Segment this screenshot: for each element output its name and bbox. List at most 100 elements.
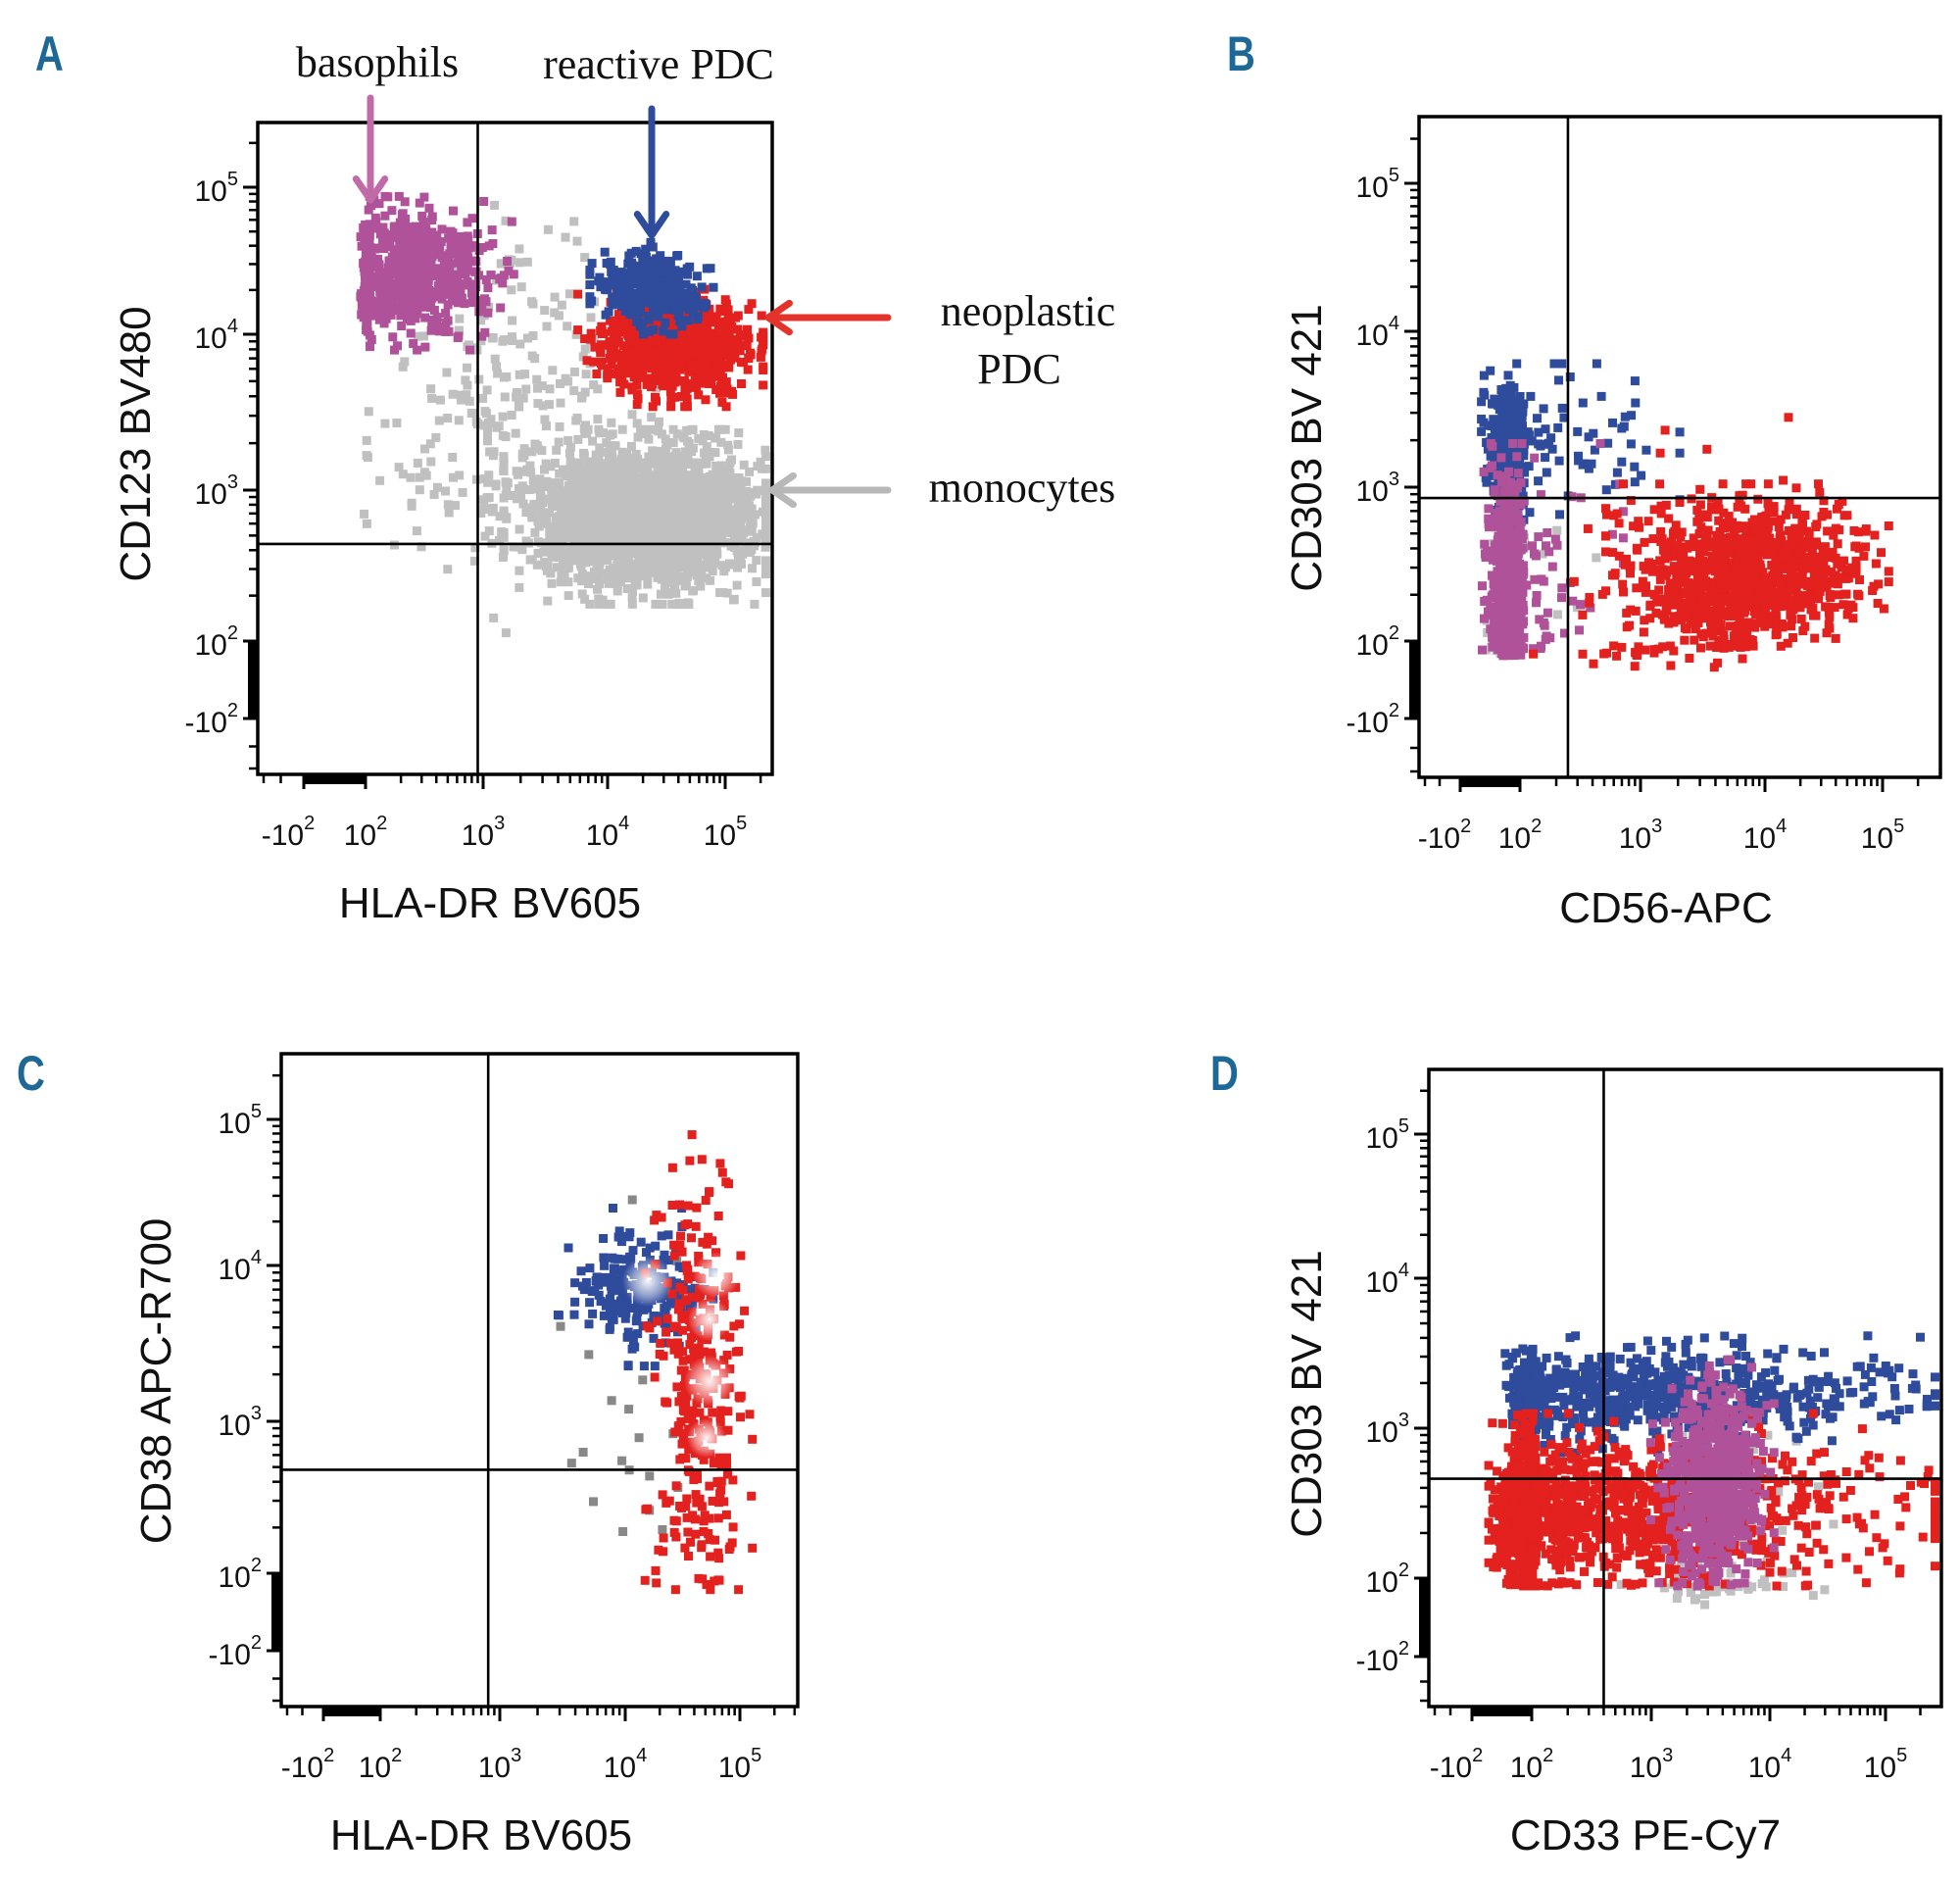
data-point-basophils xyxy=(359,223,368,232)
data-point-monocytes xyxy=(709,555,718,565)
data-point-reactive-pdc xyxy=(600,247,610,257)
data-point-monocytes xyxy=(658,540,666,550)
data-point-reactive-pdc xyxy=(644,289,654,299)
data-point-neoplastic-pdc xyxy=(733,324,743,334)
data-point-basophils xyxy=(363,239,372,249)
data-point-monocytes xyxy=(761,452,770,462)
data-point-basophils xyxy=(418,285,428,295)
data-point-basophils xyxy=(421,236,431,246)
data-point-reactive-pdc xyxy=(648,242,658,252)
data-point-basophils xyxy=(479,197,489,206)
data-point-reactive-pdc xyxy=(607,279,616,289)
data-point-monocytes xyxy=(600,488,610,498)
data-point-neoplastic-pdc xyxy=(677,330,687,340)
data-point-population-1 xyxy=(1675,448,1685,458)
data-point-neoplastic-pdc xyxy=(633,336,643,346)
data-point-basophils xyxy=(425,301,435,311)
data-point-monocytes xyxy=(716,461,726,471)
data-point-population-0 xyxy=(550,308,560,318)
data-point-monocytes xyxy=(723,445,733,455)
data-point-neoplastic-pdc xyxy=(726,355,735,365)
data-point-basophils xyxy=(407,223,416,232)
data-point-reactive-pdc xyxy=(673,311,683,321)
data-point-monocytes xyxy=(701,535,710,545)
data-point-monocytes xyxy=(701,514,710,523)
data-point-basophils xyxy=(373,304,383,314)
data-point-monocytes xyxy=(667,599,677,609)
data-point-monocytes xyxy=(650,538,660,547)
data-point-basophils xyxy=(441,326,451,336)
data-point-population-0 xyxy=(554,311,564,321)
data-point-population-0 xyxy=(655,417,663,426)
data-point-monocytes xyxy=(623,454,633,464)
data-point-basophils xyxy=(411,228,420,238)
data-point-basophils xyxy=(408,303,417,313)
data-point-monocytes xyxy=(702,459,711,469)
data-point-basophils xyxy=(467,214,477,223)
data-point-basophils xyxy=(436,237,446,247)
data-point-neoplastic-pdc xyxy=(694,390,704,400)
data-point-population-0 xyxy=(469,556,479,566)
data-point-neoplastic-pdc xyxy=(705,313,714,322)
data-point-basophils xyxy=(420,342,430,352)
data-point-basophils xyxy=(386,299,396,309)
data-point-basophils xyxy=(406,234,416,244)
data-point-neoplastic-pdc xyxy=(657,363,666,372)
data-point-population-0 xyxy=(569,386,579,396)
data-point-monocytes xyxy=(592,492,602,502)
data-point-basophils xyxy=(454,331,464,341)
data-point-monocytes xyxy=(761,536,770,546)
data-point-neoplastic-pdc xyxy=(617,371,627,380)
data-point-neoplastic-pdc xyxy=(586,328,596,338)
data-point-basophils xyxy=(376,268,386,277)
data-point-monocytes xyxy=(651,476,661,486)
data-point-monocytes xyxy=(661,529,669,539)
data-point-monocytes xyxy=(745,467,755,476)
data-point-monocytes xyxy=(546,569,556,578)
data-point-monocytes xyxy=(713,493,723,503)
data-point-monocytes xyxy=(612,570,622,580)
data-point-monocytes xyxy=(607,541,616,551)
data-point-basophils xyxy=(417,245,427,255)
data-point-monocytes xyxy=(703,503,712,513)
panel-letter-c: C xyxy=(17,1046,45,1101)
data-point-population-0 xyxy=(484,302,494,312)
data-point-neoplastic-pdc xyxy=(582,356,592,366)
data-point-population-0 xyxy=(1538,549,1547,559)
data-point-neoplastic-pdc xyxy=(602,340,612,350)
data-point-population-0 xyxy=(586,313,596,322)
data-point-reactive-pdc xyxy=(641,244,651,254)
data-point-population-1 xyxy=(1477,397,1487,407)
data-point-neoplastic-pdc xyxy=(707,376,715,386)
data-point-population-0 xyxy=(528,331,538,340)
data-point-basophils xyxy=(371,223,381,232)
data-point-monocytes xyxy=(594,424,604,434)
data-point-monocytes xyxy=(632,580,642,590)
data-point-monocytes xyxy=(636,560,646,570)
data-point-basophils xyxy=(394,191,404,201)
data-point-population-0 xyxy=(481,409,491,419)
data-point-population-0 xyxy=(522,333,532,343)
data-point-basophils xyxy=(374,199,384,209)
y-tick-label: 104 xyxy=(195,316,239,355)
data-point-monocytes xyxy=(620,489,630,498)
data-point-basophils xyxy=(384,230,394,240)
data-point-monocytes xyxy=(635,493,645,503)
data-point-basophils xyxy=(399,269,409,278)
data-point-basophils xyxy=(426,325,436,335)
data-point-basophils xyxy=(460,280,469,290)
y-tick-label: 103 xyxy=(195,471,239,511)
data-point-population-0 xyxy=(490,354,500,364)
data-point-basophils xyxy=(487,225,497,235)
data-point-monocytes xyxy=(714,475,724,485)
data-point-population-1 xyxy=(1612,468,1622,477)
data-point-basophils xyxy=(359,290,368,300)
data-point-neoplastic-pdc xyxy=(699,333,709,343)
data-point-monocytes xyxy=(761,531,770,541)
data-point-neoplastic-pdc xyxy=(742,341,752,351)
data-point-population-0 xyxy=(484,526,494,536)
data-point-monocytes xyxy=(673,536,683,546)
data-point-monocytes xyxy=(750,599,760,609)
data-point-monocytes xyxy=(611,441,620,451)
